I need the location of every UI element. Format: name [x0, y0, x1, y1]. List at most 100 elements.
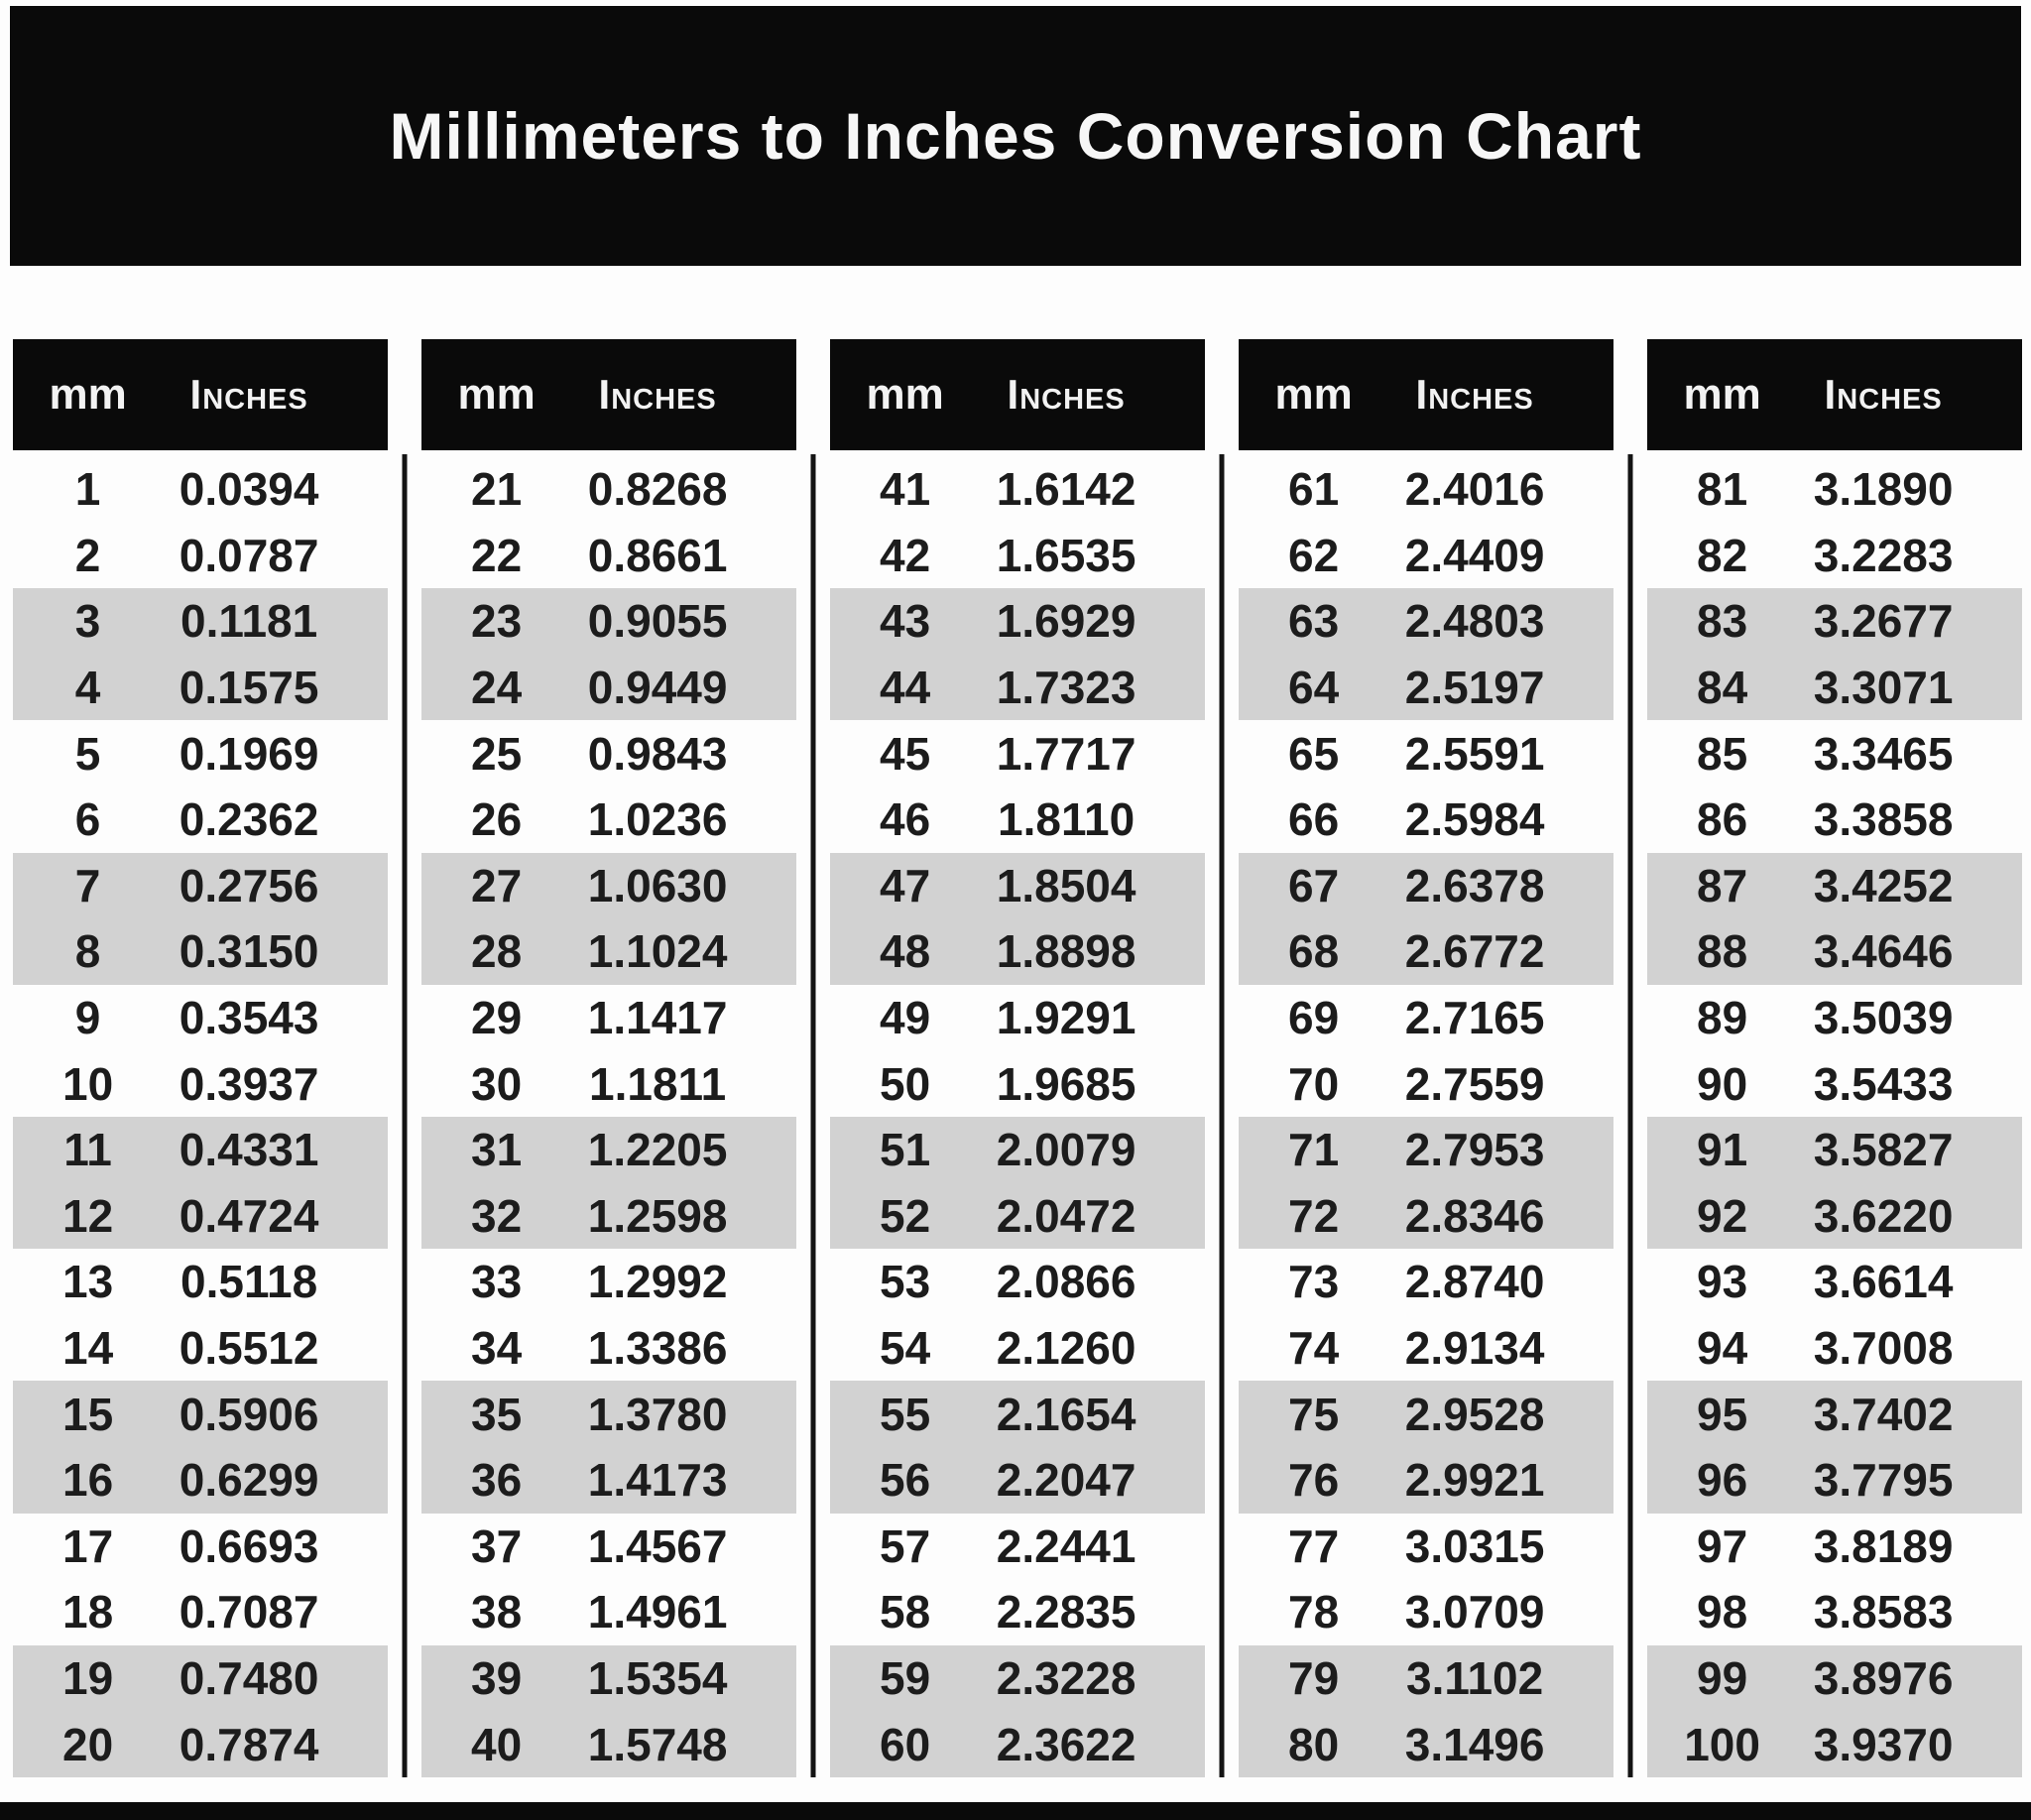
table-row: 50 1.9685 — [830, 1050, 1205, 1117]
inches-cell: 0.4331 — [179, 1124, 319, 1176]
conversion-table: mm Inches 1 0.0394 2 0.0787 3 0.1181 4 0.1575 5 0.1… — [13, 339, 2022, 1777]
mm-cell: 10 — [62, 1057, 114, 1110]
mm-cell: 62 — [1288, 529, 1340, 581]
mm-cell: 67 — [1288, 859, 1340, 911]
conversion-table-group: mm Inches 1 0.0394 2 0.0787 3 0.1181 4 0.1575 5 0.1… — [13, 339, 388, 1777]
inches-cell: 1.9685 — [996, 1057, 1136, 1110]
mm-cell: 15 — [62, 1388, 114, 1440]
mm-cell: 82 — [1697, 529, 1748, 581]
table-row: 3 0.1181 — [13, 588, 388, 655]
mm-cell: 34 — [471, 1322, 523, 1375]
col-header-mm: mm — [1274, 370, 1353, 419]
inches-cell: 0.6693 — [179, 1519, 319, 1572]
table-row: 32 1.2598 — [421, 1182, 796, 1250]
table-row: 55 2.1654 — [830, 1381, 1205, 1447]
mm-cell: 99 — [1697, 1651, 1748, 1704]
inches-cell: 3.8189 — [1813, 1519, 1954, 1572]
mm-cell: 11 — [63, 1124, 112, 1176]
inches-cell: 1.1024 — [587, 925, 728, 978]
inches-cell: 2.4803 — [1404, 595, 1545, 648]
inches-cell: 0.2756 — [179, 859, 319, 911]
mm-cell: 91 — [1697, 1124, 1748, 1176]
table-row: 65 2.5591 — [1239, 720, 1613, 787]
inches-cell: 1.7717 — [996, 727, 1136, 780]
inches-cell: 1.9291 — [996, 992, 1136, 1044]
mm-cell: 39 — [471, 1651, 523, 1704]
inches-cell: 3.8583 — [1813, 1586, 1954, 1638]
col-header-inches: Inches — [598, 371, 717, 418]
mm-cell: 28 — [471, 925, 523, 978]
mm-cell: 40 — [471, 1718, 523, 1770]
table-row: 99 3.8976 — [1647, 1644, 2022, 1712]
table-row: 57 2.2441 — [830, 1514, 1205, 1580]
inches-cell: 3.2283 — [1813, 529, 1954, 581]
mm-cell: 70 — [1288, 1057, 1340, 1110]
inches-cell: 3.0709 — [1404, 1586, 1545, 1638]
inches-cell: 2.7559 — [1404, 1057, 1545, 1110]
mm-cell: 88 — [1697, 925, 1748, 978]
inches-cell: 3.9370 — [1813, 1718, 1954, 1770]
inches-cell: 1.0630 — [587, 859, 728, 911]
inches-cell: 3.3858 — [1813, 793, 1954, 846]
mm-cell: 7 — [74, 859, 101, 911]
inches-cell: 2.0079 — [996, 1124, 1136, 1176]
group-header: mm Inches — [421, 339, 796, 450]
inches-cell: 0.3937 — [179, 1057, 319, 1110]
mm-cell: 42 — [880, 529, 931, 581]
mm-cell: 1 — [74, 463, 101, 516]
inches-cell: 3.1496 — [1404, 1718, 1545, 1770]
mm-cell: 84 — [1697, 662, 1748, 714]
mm-cell: 68 — [1288, 925, 1340, 978]
inches-cell: 1.1811 — [589, 1057, 727, 1110]
inches-cell: 1.0236 — [587, 793, 728, 846]
mm-cell: 66 — [1288, 793, 1340, 846]
mm-cell: 71 — [1288, 1124, 1340, 1176]
table-row: 43 1.6929 — [830, 588, 1205, 655]
table-row: 16 0.6299 — [13, 1446, 388, 1514]
table-row: 93 3.6614 — [1647, 1249, 2022, 1315]
mm-cell: 86 — [1697, 793, 1748, 846]
mm-cell: 65 — [1288, 727, 1340, 780]
mm-cell: 2 — [74, 529, 101, 581]
inches-cell: 2.9921 — [1404, 1454, 1545, 1507]
table-row: 46 1.8110 — [830, 787, 1205, 853]
inches-cell: 3.5039 — [1813, 992, 1954, 1044]
inches-cell: 3.7008 — [1813, 1322, 1954, 1375]
inches-cell: 2.4016 — [1404, 463, 1545, 516]
inches-cell: 0.7874 — [179, 1718, 319, 1770]
mm-cell: 48 — [880, 925, 931, 978]
mm-cell: 100 — [1684, 1718, 1760, 1770]
mm-cell: 97 — [1697, 1519, 1748, 1572]
table-row: 13 0.5118 — [13, 1249, 388, 1315]
table-row: 30 1.1811 — [421, 1050, 796, 1117]
table-row: 20 0.7874 — [13, 1711, 388, 1777]
inches-cell: 2.6378 — [1404, 859, 1545, 911]
mm-cell: 89 — [1697, 992, 1748, 1044]
inches-cell: 0.0787 — [179, 529, 319, 581]
table-row: 84 3.3071 — [1647, 654, 2022, 721]
mm-cell: 9 — [74, 992, 101, 1044]
inches-cell: 0.1181 — [180, 595, 318, 648]
col-header-inches: Inches — [1007, 371, 1126, 418]
table-row: 14 0.5512 — [13, 1315, 388, 1382]
group-header: mm Inches — [1239, 339, 1613, 450]
mm-cell: 61 — [1288, 463, 1340, 516]
mm-cell: 74 — [1288, 1322, 1340, 1375]
mm-cell: 55 — [880, 1388, 931, 1440]
table-row: 22 0.8661 — [421, 523, 796, 589]
inches-cell: 0.7480 — [179, 1651, 319, 1704]
bottom-bar — [0, 1802, 2031, 1820]
table-row: 73 2.8740 — [1239, 1249, 1613, 1315]
mm-cell: 87 — [1697, 859, 1748, 911]
table-row: 39 1.5354 — [421, 1644, 796, 1712]
inches-cell: 0.5906 — [179, 1388, 319, 1440]
table-row: 37 1.4567 — [421, 1514, 796, 1580]
table-row: 66 2.5984 — [1239, 787, 1613, 853]
inches-cell: 0.6299 — [179, 1454, 319, 1507]
table-row: 42 1.6535 — [830, 523, 1205, 589]
inches-cell: 2.2441 — [996, 1519, 1136, 1572]
table-row: 81 3.1890 — [1647, 456, 2022, 523]
inches-cell: 1.8110 — [998, 793, 1135, 846]
table-row: 98 3.8583 — [1647, 1579, 2022, 1645]
inches-cell: 3.4252 — [1813, 859, 1954, 911]
